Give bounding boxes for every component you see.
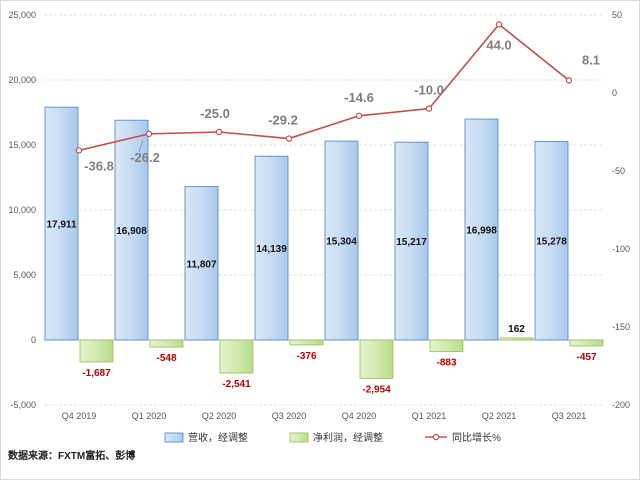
x-tick-label: Q1 2020 <box>132 411 167 421</box>
yoy-point <box>565 77 573 84</box>
revenue-bar <box>184 186 219 341</box>
revenue-data-label: 14,139 <box>256 244 287 255</box>
revenue-data-label: 15,278 <box>536 237 567 248</box>
y-right-tick-label: -150 <box>612 322 630 332</box>
net-profit-bar <box>569 339 604 347</box>
revenue-data-label: 16,998 <box>466 226 497 237</box>
yoy-point <box>425 105 433 112</box>
net-profit-bar <box>359 339 394 379</box>
net-profit-data-label: -457 <box>576 352 596 363</box>
net-profit-bar <box>219 339 254 374</box>
y-left-tick-label: 5,000 <box>13 270 36 280</box>
yoy-point <box>495 21 503 28</box>
yoy-point <box>215 128 223 136</box>
x-tick-label: Q4 2019 <box>62 411 97 421</box>
revenue-bar <box>394 141 429 341</box>
legend-revenue-swatch <box>164 432 184 443</box>
net-profit-bar <box>499 337 534 341</box>
net-profit-data-label: -883 <box>436 357 456 368</box>
yoy-point <box>285 135 293 142</box>
y-right-tick-label: -50 <box>612 166 625 176</box>
yoy-growth-line <box>78 23 570 152</box>
yoy-data-label: 44.0 <box>486 37 511 52</box>
y-right-tick-label: 0 <box>612 88 617 98</box>
legend-net-profit-swatch <box>289 432 309 443</box>
net-profit-data-label: -1,687 <box>82 368 111 379</box>
revenue-data-label: 17,911 <box>46 220 76 231</box>
legend-revenue-label: 营收，经调整 <box>188 431 248 444</box>
net-profit-data-label: -2,954 <box>362 384 391 395</box>
revenue-bar <box>44 106 79 341</box>
net-profit-data-label: 162 <box>508 324 525 335</box>
revenue-data-label: 16,908 <box>116 226 147 237</box>
net-profit-bar <box>149 339 184 348</box>
yoy-data-label: -10.0 <box>414 83 444 98</box>
yoy-data-label: -25.0 <box>200 106 230 121</box>
revenue-data-label: 15,304 <box>326 237 357 248</box>
x-tick-label: Q4 2020 <box>342 411 377 421</box>
x-tick-label: Q1 2021 <box>412 411 447 421</box>
revenue-bar <box>324 140 359 341</box>
x-tick-label: Q3 2021 <box>552 411 587 421</box>
y-left-tick-label: -5,000 <box>10 400 36 410</box>
x-tick-label: Q2 2021 <box>482 411 517 421</box>
revenue-bar <box>464 118 499 341</box>
legend-yoy-label: 同比增长% <box>452 431 501 444</box>
legend-yoy-marker <box>432 433 440 441</box>
y-left-tick-label: 25,000 <box>8 10 36 20</box>
net-profit-data-label: -376 <box>296 351 316 362</box>
yoy-data-label: -26.2 <box>130 150 160 165</box>
yoy-data-label: -14.6 <box>344 90 374 105</box>
y-left-tick-label: 0 <box>31 335 36 345</box>
y-right-tick-label: -200 <box>612 400 630 410</box>
net-profit-bar <box>79 339 114 363</box>
x-tick-label: Q2 2020 <box>202 411 237 421</box>
x-tick-label: Q3 2020 <box>272 411 307 421</box>
yoy-data-label: -29.2 <box>268 113 298 128</box>
yoy-point <box>355 112 363 119</box>
yoy-data-label: 8.1 <box>582 52 600 67</box>
revenue-bar <box>114 119 149 341</box>
revenue-data-label: 11,807 <box>186 259 216 270</box>
net-profit-bar <box>289 339 324 346</box>
y-left-tick-label: 15,000 <box>8 140 36 150</box>
net-profit-bar <box>429 339 464 352</box>
yoy-data-label: -36.8 <box>84 158 114 173</box>
legend-net-profit-label: 净利润，经调整 <box>313 431 383 444</box>
source-note: 数据来源：FXTM富拓、彭博 <box>8 449 135 462</box>
net-profit-data-label: -548 <box>156 353 176 364</box>
y-left-tick-label: 10,000 <box>8 205 36 215</box>
label-leader-line <box>138 139 144 152</box>
y-left-tick-label: 20,000 <box>8 75 36 85</box>
yoy-point <box>75 147 83 154</box>
revenue-bar <box>534 140 569 341</box>
revenue-data-label: 15,217 <box>396 237 427 248</box>
y-right-tick-label: -100 <box>612 244 630 254</box>
y-right-tick-label: 50 <box>612 10 622 20</box>
revenue-bar <box>254 155 289 341</box>
net-profit-data-label: -2,541 <box>222 379 251 390</box>
yoy-point <box>145 130 153 138</box>
